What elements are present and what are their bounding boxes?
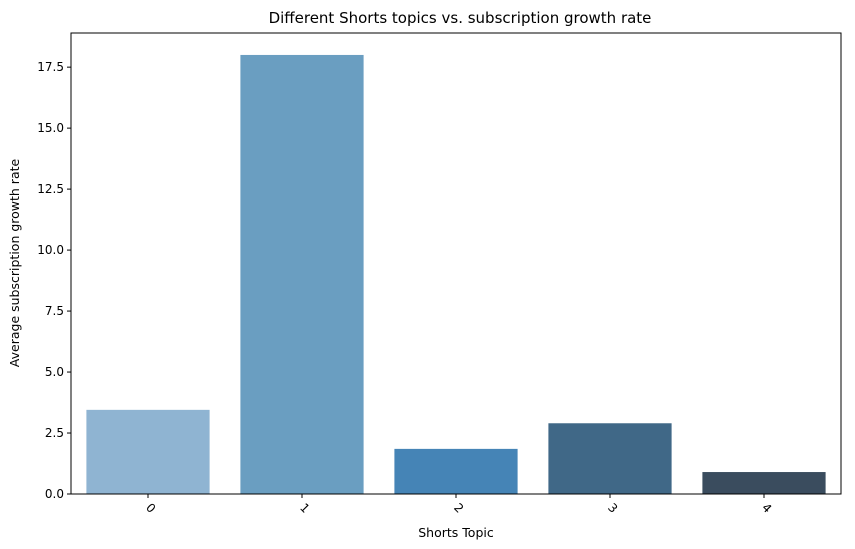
y-tick-label: 17.5 [37,60,64,74]
bar-topic-3 [548,423,672,494]
bar-topic-4 [702,472,826,494]
bar-topic-1 [240,54,364,494]
x-axis: 0 1 2 3 4 [143,494,774,516]
bar-topic-0 [86,409,210,494]
y-tick-label: 10.0 [37,243,64,257]
y-axis: 0.0 2.5 5.0 7.5 10.0 12.5 15.0 17.5 [37,60,71,501]
x-tick-label: 1 [297,501,312,516]
x-tick-label: 0 [143,501,158,516]
y-tick-label: 2.5 [45,426,64,440]
bars-group [86,54,826,494]
bar-topic-2 [394,448,518,494]
y-tick-label: 5.0 [45,365,64,379]
x-tick-label: 2 [451,501,466,516]
x-axis-label: Shorts Topic [418,525,494,540]
y-tick-label: 0.0 [45,487,64,501]
y-tick-label: 12.5 [37,182,64,196]
x-tick-label: 4 [759,501,774,516]
x-tick-label: 3 [605,501,620,516]
y-axis-label: Average subscription growth rate [7,159,22,368]
y-tick-label: 7.5 [45,304,64,318]
chart-title: Different Shorts topics vs. subscription… [269,9,652,27]
y-tick-label: 15.0 [37,121,64,135]
plot-frame [70,32,842,495]
